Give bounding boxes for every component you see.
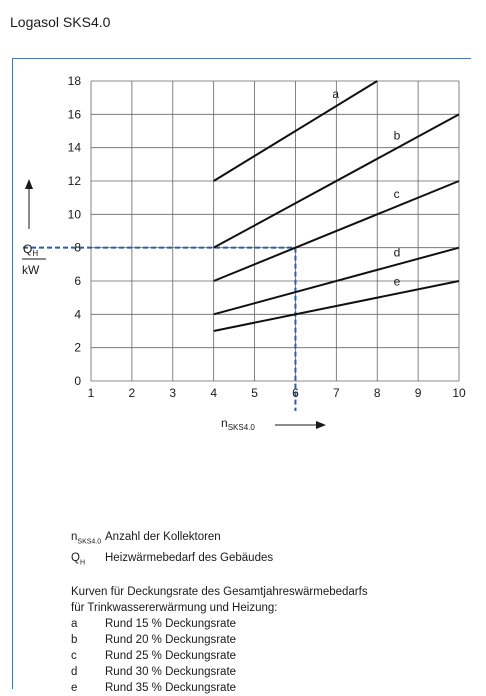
series-label-e: e [394,275,401,289]
legend-symbol-q-key: QH [71,550,105,571]
x-axis-label-main: nSKS4.0 [221,416,255,432]
legend-curve-b-text: Rund 20 % Deckungsrate [105,633,237,646]
legend-curve-a-key: a [71,617,78,630]
legend-curve-e-text: Rund 35 % Deckungsrate [105,681,237,694]
page-title: Logasol SKS4.0 [10,14,111,30]
x-tick-label: 6 [292,386,299,400]
x-label-n: n [221,416,228,430]
series-line-b [213,113,460,249]
legend-curve-a: a Rund 15 % Deckungsrate [71,616,368,632]
legend-symbol-n-text: Anzahl der Kollektoren [105,531,221,543]
series-line-e [213,280,460,332]
curves-heading-1: Kurven für Deckungsrate des Gesamtjahres… [71,585,368,598]
series-line-c [213,180,460,282]
legend-curve-c: c Rund 25 % Deckungsrate [71,648,368,664]
series-label-a: a [332,87,339,101]
series-label-d: d [394,245,401,259]
legend-symbol-n-key: nSKS4.0 [71,529,105,550]
legend: nSKS4.0 Anzahl der Kollektoren QH Heizwä… [71,529,368,696]
y-label-q: Q [23,242,32,256]
legend-curve-e: e Rund 35 % Deckungsrate [71,680,368,696]
x-tick-label: 1 [88,386,95,400]
y-tick-label: 8 [74,241,81,255]
series-group: a b c d e [213,80,460,332]
legend-curve-b: b Rund 20 % Deckungsrate [71,632,368,648]
x-axis-label: nSKS4.0 [221,416,326,432]
series-line-a [213,80,378,182]
x-tick-label: 8 [374,386,381,400]
legend-curve-a-text: Rund 15 % Deckungsrate [105,617,237,630]
legend-symbol-q: QH Heizwärmebedarf des Gebäudes [71,550,368,571]
y-tick-label: 6 [74,274,81,288]
y-axis-unit: kW [22,263,40,277]
x-tick-label: 4 [210,386,217,400]
series-label-b: b [394,129,401,143]
y-tick-label: 12 [68,174,82,188]
grid [90,80,460,382]
legend-symbol-n: nSKS4.0 Anzahl der Kollektoren [71,529,368,550]
y-axis-arrow-head [25,179,33,189]
x-tick-label: 2 [129,386,136,400]
y-tick-label: 0 [74,374,81,388]
legend-curve-e-key: e [71,681,78,694]
series-line-d [213,246,460,316]
y-axis-label: QH kW [22,179,46,277]
legend-curve-d: d Rund 30 % Deckungsrate [71,664,368,680]
curves-heading-2: für Trinkwassererwärmung und Heizung: [71,601,278,614]
y-label-sub: H [32,249,38,258]
legend-q-sub: H [79,559,86,567]
x-label-sub: SKS4.0 [228,423,256,432]
legend-curve-b-key: b [71,633,78,646]
x-tick-label: 10 [452,386,466,400]
legend-curve-d-text: Rund 30 % Deckungsrate [105,665,237,678]
x-axis-arrow-head [316,421,326,429]
series-label-c: c [394,187,400,201]
y-tick-label: 2 [74,341,81,355]
legend-q-main: Q [71,552,80,565]
y-axis-label-main: QH [23,242,38,258]
x-tick-label: 9 [415,386,422,400]
legend-n-main: n [71,531,78,543]
legend-curve-c-text: Rund 25 % Deckungsrate [105,649,237,662]
y-tick-label: 16 [68,107,82,121]
y-tick-label: 10 [68,207,82,221]
legend-curve-d-key: d [71,665,78,678]
reading-example [23,246,297,411]
legend-curve-c-key: c [71,649,77,662]
x-tick-label: 5 [251,386,258,400]
y-tick-label: 4 [74,307,81,321]
x-tick-label: 3 [169,386,176,400]
x-tick-label: 7 [333,386,340,400]
legend-symbol-q-text: Heizwärmebedarf des Gebäudes [105,552,274,565]
y-tick-label: 14 [68,141,82,155]
legend-n-sub: SKS4.0 [77,538,102,546]
y-tick-label: 18 [68,74,82,88]
